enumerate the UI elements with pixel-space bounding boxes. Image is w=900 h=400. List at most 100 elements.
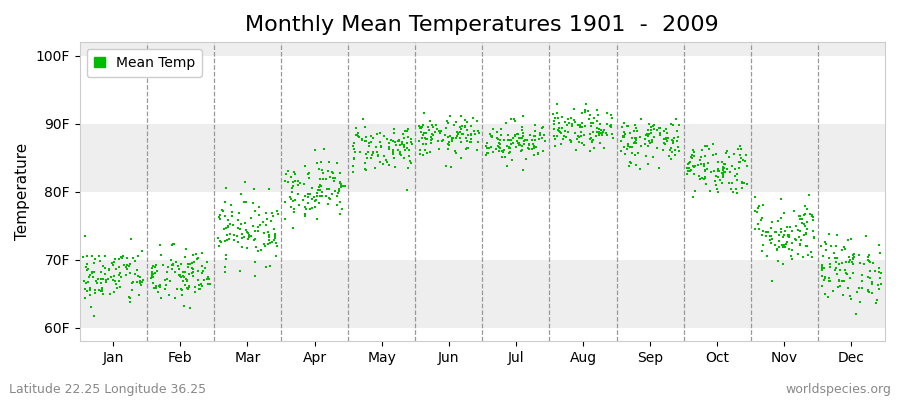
Point (80, 261, 94, 267)
Point (389, 142, 403, 149)
Point (790, 251, 805, 258)
Point (570, 136, 584, 142)
Point (148, 264, 163, 270)
Point (652, 165, 667, 171)
Point (214, 207, 229, 214)
Point (515, 134, 529, 141)
Point (392, 150, 407, 157)
Point (261, 229, 275, 236)
Point (486, 149, 500, 156)
Point (575, 124, 590, 130)
Point (105, 262, 120, 268)
Point (701, 160, 716, 166)
Point (629, 135, 643, 142)
Point (642, 131, 656, 138)
Point (298, 213, 312, 219)
Point (502, 145, 517, 151)
Point (589, 133, 603, 139)
Point (564, 138, 579, 144)
Point (590, 118, 605, 124)
Point (417, 130, 431, 137)
Point (302, 170, 316, 177)
Point (827, 250, 842, 256)
Point (734, 155, 748, 162)
Point (798, 230, 813, 237)
Point (546, 133, 561, 139)
Point (583, 147, 598, 154)
Point (112, 272, 126, 278)
Point (453, 134, 467, 141)
Point (404, 160, 419, 166)
Point (104, 260, 119, 266)
Point (328, 188, 342, 194)
Point (185, 265, 200, 271)
Point (357, 166, 372, 172)
Point (665, 137, 680, 144)
Point (828, 255, 842, 262)
Point (599, 110, 614, 117)
Point (722, 180, 736, 186)
Point (716, 161, 731, 167)
Point (119, 264, 133, 270)
Point (507, 116, 521, 122)
Point (643, 138, 657, 144)
Point (218, 268, 232, 275)
Point (709, 182, 724, 188)
Point (699, 181, 714, 187)
Point (311, 166, 326, 172)
Point (241, 236, 256, 242)
Point (83, 286, 97, 293)
Point (592, 130, 607, 136)
Point (284, 174, 299, 180)
Point (102, 266, 116, 272)
Point (509, 130, 524, 137)
Point (145, 268, 159, 275)
Point (310, 216, 324, 222)
Point (302, 200, 316, 206)
Point (423, 136, 437, 143)
Point (150, 268, 165, 274)
Point (438, 125, 453, 132)
Point (734, 185, 749, 192)
Point (503, 116, 517, 122)
Point (587, 115, 601, 122)
Point (401, 146, 416, 153)
Point (299, 205, 313, 212)
Point (737, 180, 751, 186)
Point (830, 232, 844, 239)
Point (644, 139, 659, 145)
Point (821, 294, 835, 300)
Point (685, 155, 699, 162)
Point (686, 194, 700, 200)
Point (771, 244, 786, 251)
Point (708, 178, 723, 184)
Point (398, 147, 412, 154)
Point (178, 246, 193, 252)
Point (518, 137, 532, 143)
Point (250, 224, 265, 230)
Point (733, 159, 747, 165)
Point (830, 255, 844, 262)
Point (642, 121, 656, 127)
Point (270, 210, 284, 217)
Point (377, 133, 392, 139)
Point (185, 269, 200, 275)
Point (458, 124, 473, 130)
Point (394, 139, 409, 146)
Point (688, 188, 703, 194)
Point (120, 255, 134, 262)
Point (76, 254, 91, 260)
Point (182, 271, 196, 278)
Point (93, 258, 107, 264)
Point (572, 124, 587, 130)
Point (230, 233, 244, 239)
Point (630, 128, 644, 134)
Point (77, 277, 92, 284)
Point (368, 144, 382, 150)
Point (153, 252, 167, 258)
Point (153, 281, 167, 288)
Point (803, 211, 817, 218)
Point (708, 172, 723, 179)
Point (166, 241, 180, 247)
Point (563, 115, 578, 121)
